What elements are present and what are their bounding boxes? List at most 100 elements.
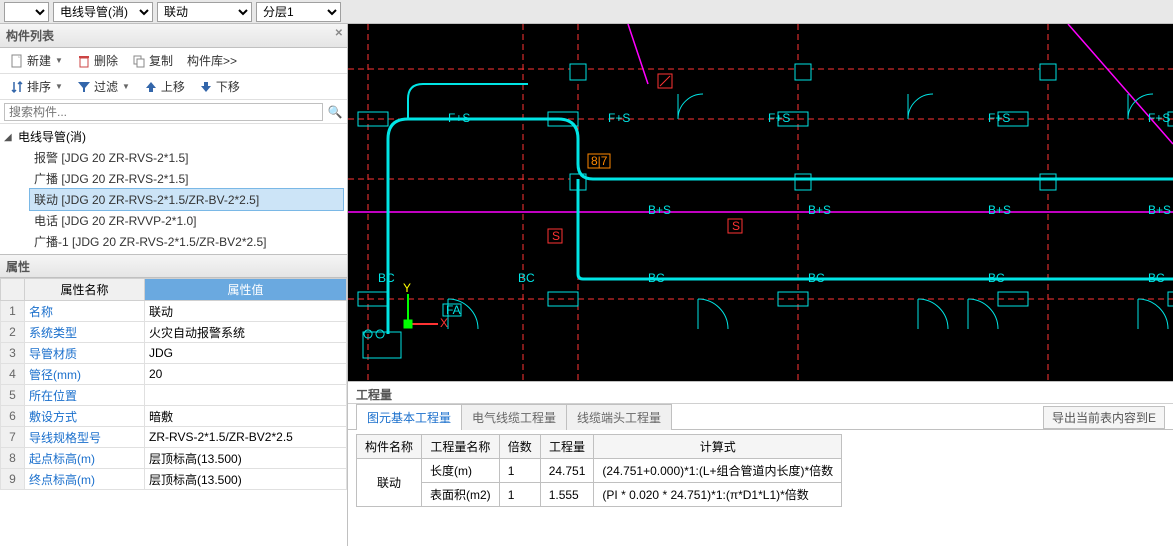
tree-item[interactable]: 广播 [JDG 20 ZR-RVS-2*1.5] (30, 168, 343, 189)
property-name: 名称 (25, 301, 145, 322)
svg-text:BC: BC (1148, 271, 1165, 285)
svg-text:8|7: 8|7 (591, 154, 608, 168)
export-button[interactable]: 导出当前表内容到E (1043, 406, 1165, 429)
combo-component[interactable]: 联动 (157, 2, 252, 22)
qty-mult: 1 (499, 459, 540, 483)
search-icon[interactable]: 🔍 (327, 105, 343, 119)
search-input[interactable] (4, 103, 323, 121)
property-name: 系统类型 (25, 322, 145, 343)
qty-col-header: 计算式 (594, 435, 842, 459)
copy-button[interactable]: 复制 (126, 50, 179, 71)
qty-name: 表面积(m2) (422, 483, 500, 507)
property-row[interactable]: 1 名称 联动 (1, 301, 347, 322)
tree-item[interactable]: 报警 [JDG 20 ZR-RVS-2*1.5] (30, 147, 343, 168)
property-row[interactable]: 5 所在位置 (1, 385, 347, 406)
component-toolbar-1: 新建▼ 删除 复制 构件库>> (0, 48, 347, 74)
svg-text:F+S: F+S (988, 111, 1010, 125)
move-down-button[interactable]: 下移 (193, 76, 246, 97)
down-icon (199, 80, 213, 94)
qty-row[interactable]: 联动长度(m) 1 24.751 (24.751+0.000)*1:(L+组合管… (357, 459, 842, 483)
right-panel: SS8|7F+SF+SF+SF+SF+SB+SB+SB+SB+SBCBCBCBC… (348, 24, 1173, 546)
property-value[interactable]: 层顶标高(13.500) (145, 448, 347, 469)
delete-icon (77, 54, 91, 68)
collapse-icon[interactable]: ◢ (4, 132, 14, 142)
tab-basic-qty[interactable]: 图元基本工程量 (356, 404, 462, 430)
left-panel: 构件列表 ✕ 新建▼ 删除 复制 构件库>> 排序▼ (0, 24, 348, 546)
svg-text:B+S: B+S (648, 203, 671, 217)
property-name: 导管材质 (25, 343, 145, 364)
property-row[interactable]: 8 起点标高(m) 层顶标高(13.500) (1, 448, 347, 469)
col-index (1, 279, 25, 301)
properties-table: 属性名称 属性值 1 名称 联动2 系统类型 火灾自动报警系统3 导管材质 JD… (0, 278, 347, 490)
drawing-canvas[interactable]: SS8|7F+SF+SF+SF+SF+SB+SB+SB+SB+SBCBCBCBC… (348, 24, 1173, 381)
property-value[interactable]: 火灾自动报警系统 (145, 322, 347, 343)
row-number: 6 (1, 406, 25, 427)
combo-1[interactable] (4, 2, 49, 22)
tree-item[interactable]: 联动 [JDG 20 ZR-RVS-2*1.5/ZR-BV-2*2.5] (30, 189, 343, 210)
new-button[interactable]: 新建▼ (4, 50, 69, 71)
svg-text:S: S (732, 219, 740, 233)
svg-text:BC: BC (518, 271, 535, 285)
property-value[interactable]: JDG (145, 343, 347, 364)
property-name: 终点标高(m) (25, 469, 145, 490)
property-row[interactable]: 6 敷设方式 暗敷 (1, 406, 347, 427)
filter-icon (77, 80, 91, 94)
row-number: 4 (1, 364, 25, 385)
svg-text:F+S: F+S (768, 111, 790, 125)
row-number: 5 (1, 385, 25, 406)
property-value[interactable]: 联动 (145, 301, 347, 322)
tree-item[interactable]: 电话 [JDG 20 ZR-RVVP-2*1.0] (30, 210, 343, 231)
properties-header: 属性 (0, 254, 347, 278)
component-tree: ◢ 电线导管(消) 报警 [JDG 20 ZR-RVS-2*1.5]广播 [JD… (0, 124, 347, 254)
svg-text:F+S: F+S (608, 111, 630, 125)
properties-title: 属性 (6, 258, 30, 275)
property-value[interactable]: ZR-RVS-2*1.5/ZR-BV2*2.5 (145, 427, 347, 448)
col-prop-value: 属性值 (145, 279, 347, 301)
qty-col-header: 工程量 (540, 435, 594, 459)
svg-text:S: S (552, 229, 560, 243)
property-row[interactable]: 7 导线规格型号 ZR-RVS-2*1.5/ZR-BV2*2.5 (1, 427, 347, 448)
quantity-tabs: 图元基本工程量 电气线缆工程量 线缆端头工程量 导出当前表内容到E (348, 404, 1173, 430)
svg-text:B+S: B+S (1148, 203, 1171, 217)
tree-item[interactable]: 广播-1 [JDG 20 ZR-RVS-2*1.5/ZR-BV2*2.5] (30, 231, 343, 252)
tab-cable-qty[interactable]: 电气线缆工程量 (461, 404, 567, 430)
property-value[interactable]: 层顶标高(13.500) (145, 469, 347, 490)
tree-root[interactable]: ◢ 电线导管(消) (4, 126, 343, 147)
close-icon[interactable]: ✕ (335, 28, 343, 39)
component-toolbar-2: 排序▼ 过滤▼ 上移 下移 (0, 74, 347, 100)
property-value[interactable]: 暗敷 (145, 406, 347, 427)
top-toolbar: 电线导管(消) 联动 分层1 (0, 0, 1173, 24)
property-row[interactable]: 4 管径(mm) 20 (1, 364, 347, 385)
chevron-down-icon: ▼ (122, 82, 130, 91)
property-value[interactable] (145, 385, 347, 406)
svg-text:BC: BC (988, 271, 1005, 285)
delete-button[interactable]: 删除 (71, 50, 124, 71)
property-row[interactable]: 3 导管材质 JDG (1, 343, 347, 364)
sort-icon (10, 80, 24, 94)
row-number: 3 (1, 343, 25, 364)
combo-category[interactable]: 电线导管(消) (53, 2, 153, 22)
property-value[interactable]: 20 (145, 364, 347, 385)
property-name: 所在位置 (25, 385, 145, 406)
svg-text:BC: BC (648, 271, 665, 285)
chevron-down-icon: ▼ (55, 56, 63, 65)
property-name: 导线规格型号 (25, 427, 145, 448)
quantity-table: 构件名称工程量名称倍数工程量计算式 联动长度(m) 1 24.751 (24.7… (356, 434, 842, 507)
lib-button[interactable]: 构件库>> (181, 50, 243, 71)
tab-terminal-qty[interactable]: 线缆端头工程量 (566, 404, 672, 430)
col-prop-name: 属性名称 (25, 279, 145, 301)
move-up-button[interactable]: 上移 (138, 76, 191, 97)
search-row: 🔍 (0, 100, 347, 124)
svg-text:X: X (440, 316, 448, 330)
filter-button[interactable]: 过滤▼ (71, 76, 136, 97)
property-row[interactable]: 2 系统类型 火灾自动报警系统 (1, 322, 347, 343)
sort-button[interactable]: 排序▼ (4, 76, 69, 97)
svg-text:FA: FA (446, 303, 461, 317)
qty-row[interactable]: 表面积(m2) 1 1.555 (PI * 0.020 * 24.751)*1:… (357, 483, 842, 507)
combo-layer[interactable]: 分层1 (256, 2, 341, 22)
property-row[interactable]: 9 终点标高(m) 层顶标高(13.500) (1, 469, 347, 490)
copy-icon (132, 54, 146, 68)
qty-mult: 1 (499, 483, 540, 507)
row-number: 8 (1, 448, 25, 469)
svg-text:B+S: B+S (988, 203, 1011, 217)
